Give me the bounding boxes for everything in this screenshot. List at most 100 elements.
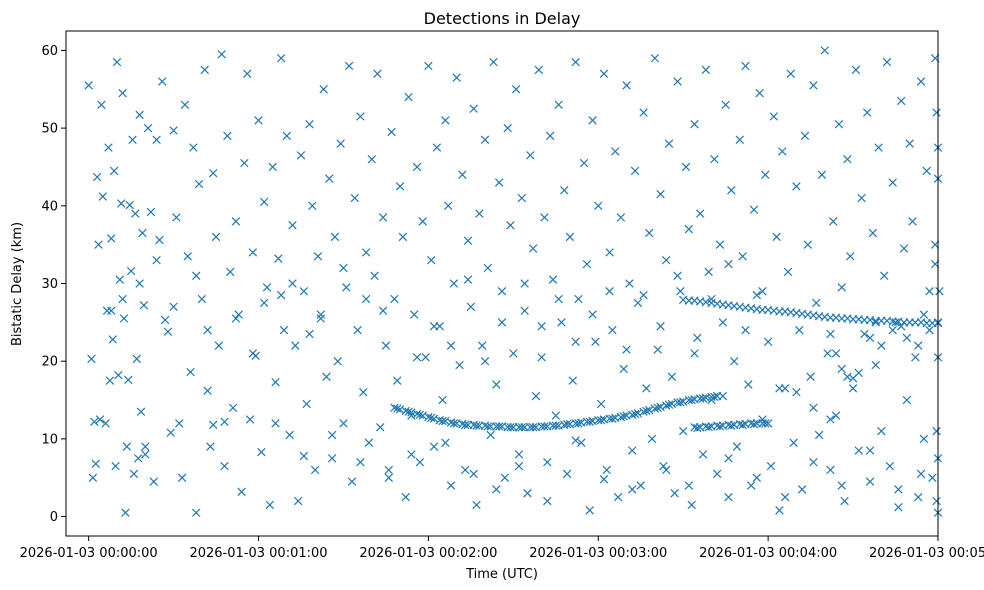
data-point [888,178,897,187]
data-point [653,345,662,354]
data-point [426,413,436,423]
data-point [373,69,382,78]
data-point [111,461,120,471]
data-point [200,65,209,75]
data-point [874,143,883,152]
data-point [166,428,175,437]
data-point [206,442,215,451]
data-point [775,506,784,515]
data-point [809,403,818,413]
data-point [599,69,609,78]
data-point [676,287,685,296]
data-point [316,310,326,319]
data-point [653,403,662,413]
data-point [667,399,677,409]
data-point [659,461,668,471]
data-point [585,417,594,427]
data-point [571,337,580,346]
data-point [390,403,399,413]
data-point [192,271,201,280]
data-point [88,473,98,482]
data-point [687,395,696,405]
data-point [460,420,470,430]
data-point [789,438,798,447]
data-point [670,489,679,498]
data-point [330,232,340,242]
data-point [523,489,532,498]
data-point [727,421,736,430]
data-point [605,287,614,296]
data-point [364,438,374,447]
data-point [650,53,660,63]
data-point [879,271,889,280]
data-point [644,405,654,415]
data-point [104,143,113,152]
data-point [741,61,750,71]
data-point [531,391,541,401]
data-point [935,287,944,296]
data-point [562,469,572,479]
data-point [203,386,212,395]
data-point [327,430,337,440]
data-point [118,294,127,304]
data-point [347,477,357,486]
data-point [797,485,807,494]
data-point [698,450,708,459]
data-point [922,166,931,176]
data-point [865,333,875,343]
data-point [633,409,643,418]
data-point [837,364,846,374]
data-point [138,228,147,238]
data-point [393,376,402,385]
data-point [710,392,719,402]
data-point [387,127,396,137]
data-point [480,356,490,366]
data-point [574,294,583,304]
data-point [763,419,773,428]
data-point [308,201,317,211]
data-point [891,318,900,327]
data-point [540,213,549,222]
data-point [194,179,204,189]
data-point [520,306,529,315]
data-point [834,120,844,129]
data-point [755,88,764,98]
data-point [288,279,297,288]
data-point [381,341,391,350]
data-point [131,209,140,218]
data-point [642,384,651,393]
data-point [124,375,133,385]
data-point [803,240,812,249]
data-point [189,143,198,152]
data-point [758,415,767,424]
data-point [412,409,422,419]
data-point [715,240,725,249]
data-point [919,434,929,444]
data-point [259,197,269,207]
data-point [628,485,637,494]
data-point [316,314,326,323]
data-point [616,412,626,422]
data-point [129,469,139,479]
data-point [814,430,824,440]
data-point [152,255,161,265]
data-point [896,322,906,331]
data-point [826,465,835,475]
data-point [636,481,645,490]
data-point [407,408,416,417]
data-point [932,108,941,117]
data-point [279,325,289,335]
data-point [650,404,660,413]
data-point [494,422,504,431]
data-point [616,213,626,222]
data-point [90,417,99,427]
data-point [469,469,478,479]
data-point [325,174,334,183]
data-point [466,302,476,312]
data-point [410,310,419,319]
data-point [560,186,569,195]
data-point [894,503,903,512]
data-point [562,419,572,429]
data-point [786,69,796,78]
data-point [118,88,127,98]
